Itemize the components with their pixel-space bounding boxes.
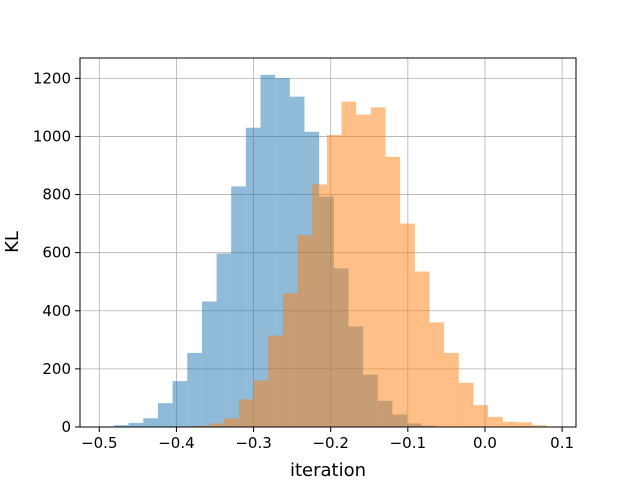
histogram-bar [473,405,489,427]
histogram-bar [400,223,415,427]
histogram-bar [385,156,401,427]
histogram-bar [209,423,225,427]
x-tick-label: −0.3 [235,434,271,452]
x-tick-label: −0.1 [390,434,426,452]
histogram-bar [297,235,313,427]
y-tick-label: 1000 [33,127,71,145]
histogram-bar [143,418,158,427]
histogram-bar [157,403,173,427]
histogram-bar [488,416,503,427]
plot-frame [79,57,577,428]
histogram-bar [128,422,144,427]
x-axis-label: iteration [290,460,366,480]
y-tick-label: 0 [61,418,71,436]
x-tick-label: 0.1 [550,434,574,452]
histogram-bar [517,422,533,427]
ticks: −0.5 −0.4 −0.3 −0.2 −0.1 0.0 0.1 0 200 400 600 800 1… [33,69,574,452]
histogram-bar [253,380,269,427]
y-tick-label: 400 [42,302,71,320]
histogram-bar [370,107,386,427]
histogram-bar [356,114,371,428]
x-tick-label: −0.4 [158,434,194,452]
x-tick-label: −0.2 [312,434,348,452]
histogram-bar [458,382,474,427]
histogram-bar [444,352,459,427]
x-tick-label: 0.0 [473,434,497,452]
bars [99,74,562,428]
histogram-bar [238,399,254,427]
histogram-bar [502,421,518,427]
histogram-bar [172,381,188,427]
y-tick-label: 1200 [33,69,71,87]
x-tick-label: −0.5 [81,434,117,452]
histogram-bar [341,101,357,428]
y-tick-label: 600 [42,244,71,262]
histogram-bar [414,271,430,427]
histogram-bar [268,335,283,427]
histogram-bar [224,418,239,427]
histogram-bar [282,293,298,427]
histogram-bar [187,352,202,427]
histogram-bar [194,425,210,427]
y-axis-label: KL [2,231,23,253]
histogram-bar [231,186,246,427]
histogram-bar [429,322,445,427]
histogram-bar [312,184,327,427]
y-tick-label: 800 [42,186,71,204]
y-tick-label: 200 [42,360,71,378]
histogram-bar [326,134,342,427]
histogram-bar [245,127,261,427]
histogram-bar [113,425,129,427]
axes [79,57,577,428]
histogram-bar [216,253,232,427]
histogram-bar [201,301,217,427]
histogram-bar [532,425,547,427]
